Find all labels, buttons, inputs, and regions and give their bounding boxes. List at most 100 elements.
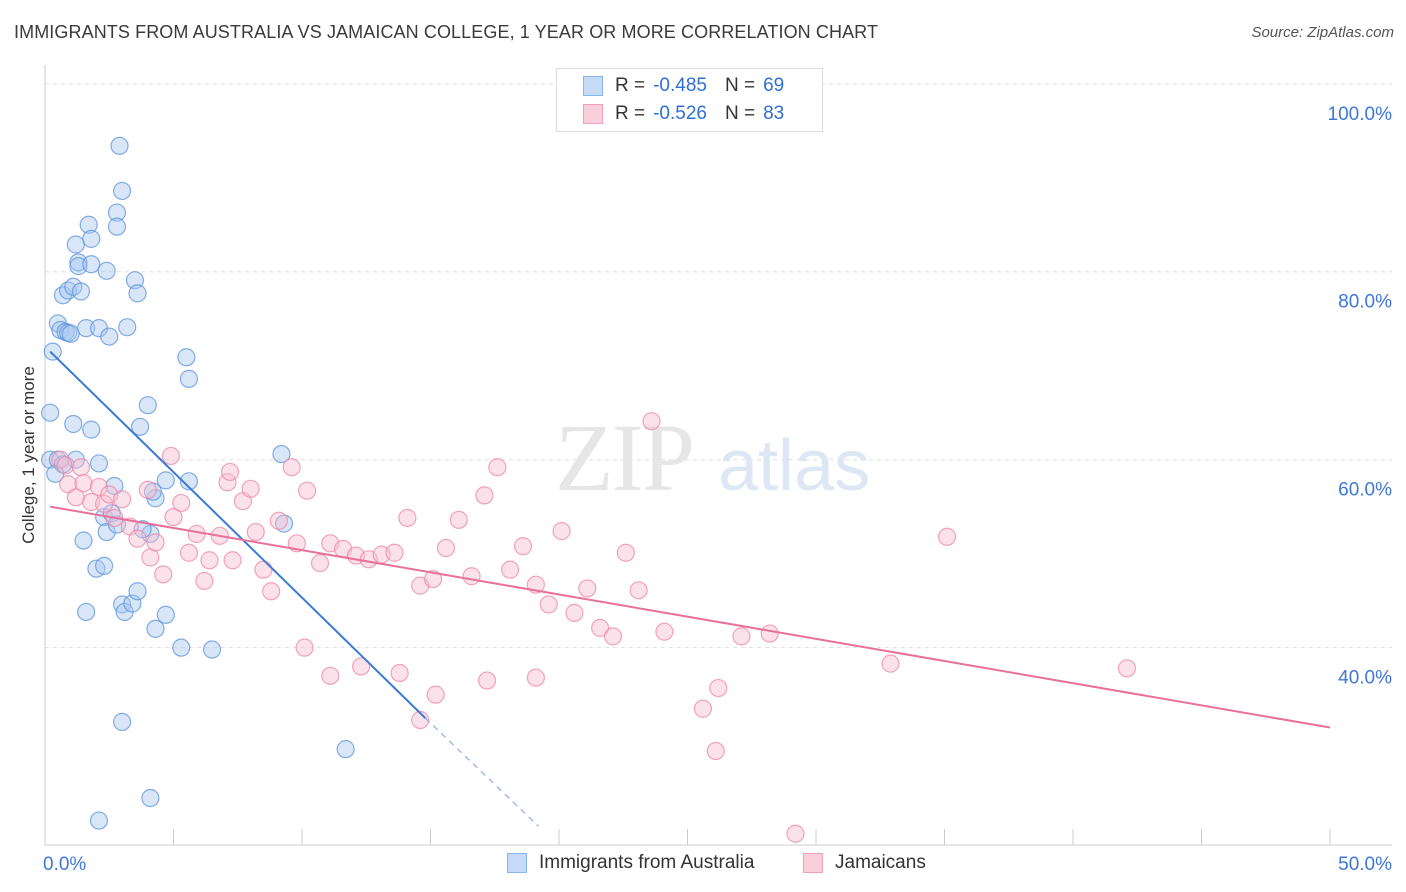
data-point [786, 824, 805, 843]
legend-item-jamaicans: Jamaicans [803, 852, 926, 874]
data-point [475, 486, 494, 505]
data-point [262, 582, 281, 601]
data-point [71, 282, 91, 301]
data-point [161, 446, 181, 466]
legend-r-label: R = [615, 103, 646, 124]
data-point [223, 551, 242, 570]
data-point [202, 640, 222, 659]
x-tick-label: 50.0% [1338, 854, 1392, 875]
data-point [513, 537, 533, 556]
trend-lines [49, 350, 1331, 827]
data-point [552, 522, 571, 541]
watermark: ZIP atlas [555, 404, 870, 511]
data-point [112, 181, 132, 201]
data-point [89, 811, 109, 830]
data-point [74, 531, 93, 550]
data-point [272, 444, 291, 464]
y-tick-label: 60.0% [1338, 480, 1392, 501]
data-point [89, 454, 109, 473]
data-point [462, 567, 481, 586]
data-point [411, 710, 430, 730]
data-point [706, 741, 725, 761]
data-point [89, 477, 109, 497]
chart-title: IMMIGRANTS FROM AUSTRALIA VS JAMAICAN CO… [14, 22, 879, 42]
data-point [436, 538, 456, 558]
data-point [141, 788, 160, 808]
data-point [100, 327, 119, 346]
data-point [578, 579, 597, 598]
series-legend: Immigrants from Australia Jamaicans [0, 852, 1406, 878]
data-point [179, 472, 199, 491]
data-point [146, 533, 165, 552]
data-point [95, 556, 114, 575]
data-point [246, 522, 265, 542]
trend-line-australia-extension [424, 717, 539, 827]
data-point [241, 479, 260, 498]
data-point [82, 255, 101, 274]
data-point [107, 203, 127, 222]
data-point [138, 480, 157, 499]
data-point [112, 712, 132, 731]
axes [44, 65, 1392, 846]
data-point [321, 666, 340, 685]
data-point [629, 581, 648, 600]
data-point [128, 582, 147, 601]
data-point [179, 369, 199, 388]
data-point [130, 417, 150, 436]
legend-label-australia: Immigrants from Australia [539, 852, 755, 873]
data-point [97, 261, 116, 280]
data-point [352, 657, 371, 676]
data-point [128, 284, 147, 303]
data-point [426, 685, 445, 704]
legend-label-jamaicans: Jamaicans [835, 852, 926, 873]
y-tick-label: 40.0% [1338, 668, 1392, 689]
data-point [56, 456, 75, 475]
legend-n-label: N = [724, 103, 756, 124]
data-point [79, 215, 98, 234]
data-point [655, 622, 674, 641]
data-point [118, 318, 137, 337]
data-point [112, 490, 132, 509]
data-point [220, 462, 240, 482]
data-point [82, 420, 101, 439]
data-point [310, 553, 330, 573]
data-point [295, 638, 314, 657]
legend-swatch-australia [507, 853, 527, 873]
data-point [156, 605, 175, 624]
data-point [164, 507, 183, 527]
data-point [64, 414, 83, 434]
legend-r-value: -0.485 [653, 75, 707, 96]
data-point [642, 412, 661, 431]
data-point [51, 450, 70, 469]
trend-line-jamaicans [49, 505, 1331, 729]
x-tick-label: 0.0% [43, 854, 86, 875]
data-point [616, 543, 635, 562]
data-point [709, 678, 728, 698]
data-point [177, 348, 196, 367]
data-point [526, 668, 545, 687]
legend-r-value: -0.526 [653, 103, 707, 124]
data-point [390, 663, 409, 683]
series-australia-points [41, 136, 355, 830]
y-tick-label: 100.0% [1328, 104, 1393, 125]
data-point [760, 624, 779, 643]
data-point [66, 235, 85, 254]
data-point [172, 638, 191, 657]
data-point [200, 551, 219, 570]
legend-n-value: 69 [763, 75, 785, 96]
data-point [449, 510, 468, 529]
data-point [693, 699, 713, 718]
data-point [138, 396, 157, 415]
data-point [591, 618, 610, 638]
data-point [43, 342, 62, 361]
data-point [146, 619, 165, 638]
data-point [172, 493, 191, 513]
data-point [282, 458, 301, 477]
data-point [128, 529, 147, 548]
data-point [97, 522, 116, 542]
data-point [477, 671, 497, 690]
data-point [156, 471, 175, 490]
series-jamaicans-points [51, 412, 1137, 843]
y-axis-label: College, 1 year or more [19, 366, 38, 544]
